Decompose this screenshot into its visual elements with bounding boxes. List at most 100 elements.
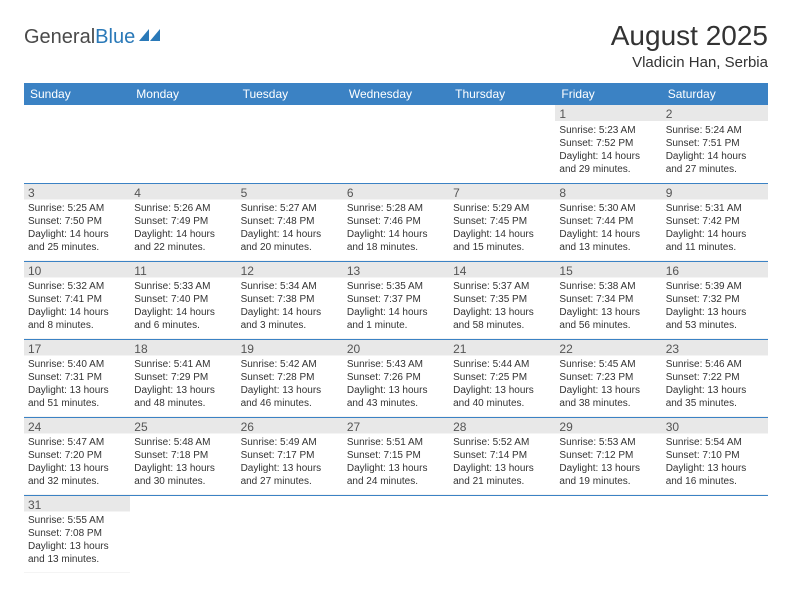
logo-text-blue: Blue bbox=[95, 26, 135, 49]
cell-ss: Sunset: 7:25 PM bbox=[453, 371, 551, 384]
cell-d2: and 30 minutes. bbox=[134, 475, 232, 488]
cell-ss: Sunset: 7:45 PM bbox=[453, 215, 551, 228]
cell-ss: Sunset: 7:48 PM bbox=[241, 215, 339, 228]
cell-ss: Sunset: 7:29 PM bbox=[134, 371, 232, 384]
cell-ss: Sunset: 7:18 PM bbox=[134, 449, 232, 462]
cell-sr: Sunrise: 5:34 AM bbox=[241, 280, 339, 293]
cell-d2: and 20 minutes. bbox=[241, 241, 339, 254]
calendar-cell: 24Sunrise: 5:47 AMSunset: 7:20 PMDayligh… bbox=[24, 417, 130, 495]
cell-sr: Sunrise: 5:49 AM bbox=[241, 436, 339, 449]
cell-sr: Sunrise: 5:29 AM bbox=[453, 202, 551, 215]
cell-ss: Sunset: 7:32 PM bbox=[666, 293, 764, 306]
flag-icon bbox=[139, 27, 161, 48]
calendar-cell: 11Sunrise: 5:33 AMSunset: 7:40 PMDayligh… bbox=[130, 261, 236, 339]
cell-d1: Daylight: 14 hours bbox=[241, 228, 339, 241]
calendar-cell: 23Sunrise: 5:46 AMSunset: 7:22 PMDayligh… bbox=[662, 339, 768, 417]
cell-d1: Daylight: 13 hours bbox=[453, 306, 551, 319]
cell-d1: Daylight: 14 hours bbox=[134, 228, 232, 241]
cell-d1: Daylight: 13 hours bbox=[134, 462, 232, 475]
cell-ss: Sunset: 7:38 PM bbox=[241, 293, 339, 306]
day-number: 18 bbox=[134, 342, 232, 358]
calendar-cell: 15Sunrise: 5:38 AMSunset: 7:34 PMDayligh… bbox=[555, 261, 661, 339]
calendar-row: 10Sunrise: 5:32 AMSunset: 7:41 PMDayligh… bbox=[24, 261, 768, 339]
cell-ss: Sunset: 7:31 PM bbox=[28, 371, 126, 384]
calendar-cell: 28Sunrise: 5:52 AMSunset: 7:14 PMDayligh… bbox=[449, 417, 555, 495]
calendar-cell bbox=[343, 105, 449, 183]
cell-d2: and 11 minutes. bbox=[666, 241, 764, 254]
day-number: 3 bbox=[28, 186, 126, 202]
cell-ss: Sunset: 7:41 PM bbox=[28, 293, 126, 306]
cell-d1: Daylight: 13 hours bbox=[453, 462, 551, 475]
cell-sr: Sunrise: 5:26 AM bbox=[134, 202, 232, 215]
calendar-cell bbox=[24, 105, 130, 183]
cell-d1: Daylight: 13 hours bbox=[453, 384, 551, 397]
cell-ss: Sunset: 7:23 PM bbox=[559, 371, 657, 384]
cell-d2: and 53 minutes. bbox=[666, 319, 764, 332]
cell-d2: and 1 minute. bbox=[347, 319, 445, 332]
day-number: 28 bbox=[453, 420, 551, 436]
cell-d1: Daylight: 13 hours bbox=[28, 384, 126, 397]
cell-d2: and 40 minutes. bbox=[453, 397, 551, 410]
day-number: 11 bbox=[134, 264, 232, 280]
cell-sr: Sunrise: 5:25 AM bbox=[28, 202, 126, 215]
cell-ss: Sunset: 7:49 PM bbox=[134, 215, 232, 228]
cell-sr: Sunrise: 5:55 AM bbox=[28, 514, 126, 527]
day-number: 7 bbox=[453, 186, 551, 202]
cell-d2: and 51 minutes. bbox=[28, 397, 126, 410]
day-number: 15 bbox=[559, 264, 657, 280]
cell-d1: Daylight: 14 hours bbox=[28, 306, 126, 319]
calendar-cell: 30Sunrise: 5:54 AMSunset: 7:10 PMDayligh… bbox=[662, 417, 768, 495]
cell-d1: Daylight: 13 hours bbox=[28, 462, 126, 475]
calendar-cell: 16Sunrise: 5:39 AMSunset: 7:32 PMDayligh… bbox=[662, 261, 768, 339]
cell-ss: Sunset: 7:35 PM bbox=[453, 293, 551, 306]
cell-d2: and 27 minutes. bbox=[666, 163, 764, 176]
calendar-cell bbox=[449, 105, 555, 183]
cell-d1: Daylight: 13 hours bbox=[559, 306, 657, 319]
calendar-cell: 13Sunrise: 5:35 AMSunset: 7:37 PMDayligh… bbox=[343, 261, 449, 339]
day-number: 23 bbox=[666, 342, 764, 358]
calendar-cell: 5Sunrise: 5:27 AMSunset: 7:48 PMDaylight… bbox=[237, 183, 343, 261]
cell-ss: Sunset: 7:26 PM bbox=[347, 371, 445, 384]
cell-d1: Daylight: 13 hours bbox=[347, 462, 445, 475]
cell-d2: and 48 minutes. bbox=[134, 397, 232, 410]
calendar-cell: 26Sunrise: 5:49 AMSunset: 7:17 PMDayligh… bbox=[237, 417, 343, 495]
cell-d2: and 32 minutes. bbox=[28, 475, 126, 488]
day-header: Tuesday bbox=[237, 83, 343, 105]
cell-d2: and 13 minutes. bbox=[559, 241, 657, 254]
calendar-cell: 6Sunrise: 5:28 AMSunset: 7:46 PMDaylight… bbox=[343, 183, 449, 261]
cell-d1: Daylight: 13 hours bbox=[666, 306, 764, 319]
calendar-cell: 25Sunrise: 5:48 AMSunset: 7:18 PMDayligh… bbox=[130, 417, 236, 495]
cell-d2: and 22 minutes. bbox=[134, 241, 232, 254]
cell-d1: Daylight: 14 hours bbox=[347, 306, 445, 319]
day-header: Friday bbox=[555, 83, 661, 105]
calendar-cell: 9Sunrise: 5:31 AMSunset: 7:42 PMDaylight… bbox=[662, 183, 768, 261]
title-block: August 2025 Vladicin Han, Serbia bbox=[611, 20, 768, 71]
cell-ss: Sunset: 7:08 PM bbox=[28, 527, 126, 540]
cell-d1: Daylight: 13 hours bbox=[666, 462, 764, 475]
day-number: 27 bbox=[347, 420, 445, 436]
cell-ss: Sunset: 7:40 PM bbox=[134, 293, 232, 306]
day-number: 10 bbox=[28, 264, 126, 280]
cell-d1: Daylight: 13 hours bbox=[559, 462, 657, 475]
day-number: 25 bbox=[134, 420, 232, 436]
cell-d1: Daylight: 14 hours bbox=[559, 150, 657, 163]
day-number: 21 bbox=[453, 342, 551, 358]
cell-d1: Daylight: 14 hours bbox=[241, 306, 339, 319]
calendar-table: SundayMondayTuesdayWednesdayThursdayFrid… bbox=[24, 83, 768, 573]
calendar-cell: 31Sunrise: 5:55 AMSunset: 7:08 PMDayligh… bbox=[24, 495, 130, 573]
cell-d1: Daylight: 14 hours bbox=[453, 228, 551, 241]
day-number: 8 bbox=[559, 186, 657, 202]
day-header: Sunday bbox=[24, 83, 130, 105]
day-number: 17 bbox=[28, 342, 126, 358]
cell-ss: Sunset: 7:15 PM bbox=[347, 449, 445, 462]
logo: General Blue bbox=[24, 26, 161, 49]
calendar-cell: 10Sunrise: 5:32 AMSunset: 7:41 PMDayligh… bbox=[24, 261, 130, 339]
day-number: 24 bbox=[28, 420, 126, 436]
cell-sr: Sunrise: 5:52 AM bbox=[453, 436, 551, 449]
cell-d2: and 19 minutes. bbox=[559, 475, 657, 488]
cell-d2: and 25 minutes. bbox=[28, 241, 126, 254]
cell-d2: and 16 minutes. bbox=[666, 475, 764, 488]
calendar-cell: 4Sunrise: 5:26 AMSunset: 7:49 PMDaylight… bbox=[130, 183, 236, 261]
cell-sr: Sunrise: 5:35 AM bbox=[347, 280, 445, 293]
calendar-cell: 8Sunrise: 5:30 AMSunset: 7:44 PMDaylight… bbox=[555, 183, 661, 261]
